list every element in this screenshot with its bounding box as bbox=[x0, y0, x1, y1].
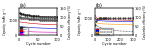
Point bbox=[111, 17, 114, 18]
Point bbox=[129, 17, 132, 18]
Point bbox=[105, 17, 108, 18]
X-axis label: Cycle number: Cycle number bbox=[102, 42, 126, 46]
Text: (b): (b) bbox=[96, 3, 103, 8]
Point bbox=[124, 17, 127, 18]
Point bbox=[98, 18, 100, 19]
Point bbox=[100, 17, 102, 18]
X-axis label: Cycle number: Cycle number bbox=[26, 42, 51, 46]
Point bbox=[127, 17, 129, 18]
Y-axis label: Coulombic efficiency (%): Coulombic efficiency (%) bbox=[68, 5, 72, 39]
Point bbox=[119, 17, 122, 18]
Legend: 0.1C, 0.2C, 1C, 2C, 5C: 0.1C, 0.2C, 1C, 2C, 5C bbox=[20, 27, 28, 35]
Point bbox=[117, 17, 119, 18]
Point bbox=[101, 17, 104, 18]
Y-axis label: Capacity (mAh g⁻¹): Capacity (mAh g⁻¹) bbox=[78, 8, 82, 35]
Point bbox=[94, 24, 96, 25]
Point bbox=[132, 17, 134, 18]
Legend: S-x1 dis+cha, S-x2 dis+cha, S-x3 dis+cha, ref dis+cha: S-x1 dis+cha, S-x2 dis+cha, S-x3 dis+cha… bbox=[95, 28, 113, 35]
Point bbox=[109, 17, 111, 18]
Text: (a): (a) bbox=[20, 3, 27, 8]
Point bbox=[104, 17, 106, 18]
Point bbox=[122, 17, 124, 18]
Y-axis label: Coulombic efficiency (%): Coulombic efficiency (%) bbox=[143, 5, 147, 39]
Point bbox=[96, 18, 99, 19]
Y-axis label: Capacity (mAh g⁻¹): Capacity (mAh g⁻¹) bbox=[3, 8, 7, 35]
Point bbox=[114, 17, 116, 18]
Point bbox=[95, 20, 97, 21]
Point bbox=[106, 17, 109, 18]
Point bbox=[103, 17, 105, 18]
